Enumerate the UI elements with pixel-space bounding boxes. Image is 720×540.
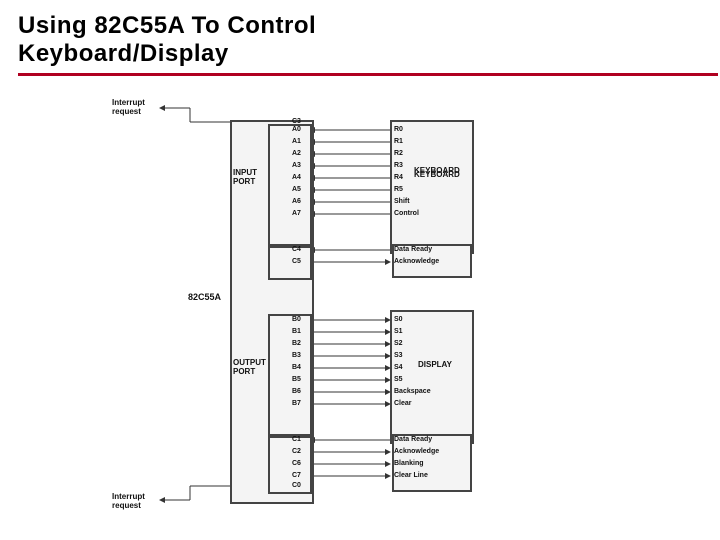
kb-hs-0: Data Ready bbox=[394, 246, 432, 253]
chip-portA-section bbox=[268, 124, 312, 246]
pin-B5: B5 bbox=[292, 376, 301, 383]
kb-pin-2: R2 bbox=[394, 150, 403, 157]
pin-C5: C5 bbox=[292, 258, 301, 265]
title-rule bbox=[18, 73, 718, 76]
block-diagram: 82C55AINPUTPORTOUTPUTPORTKEYBOARDKEYBOAR… bbox=[150, 100, 610, 520]
pin-B0: B0 bbox=[292, 316, 301, 323]
pin-C6: C6 bbox=[292, 460, 301, 467]
pin-A7: A7 bbox=[292, 210, 301, 217]
dp-pin-3: S3 bbox=[394, 352, 403, 359]
kb-pin-5: R5 bbox=[394, 186, 403, 193]
pin-B1: B1 bbox=[292, 328, 301, 335]
pin-C7: C7 bbox=[292, 472, 301, 479]
output-port-label: OUTPUTPORT bbox=[233, 358, 266, 376]
kb-pin-4: R4 bbox=[394, 174, 403, 181]
page-title: Using 82C55A To Control Keyboard/Display bbox=[18, 12, 702, 67]
interrupt-bot-label: Interruptrequest bbox=[112, 492, 145, 510]
pin-A2: A2 bbox=[292, 150, 301, 157]
pin-C2: C2 bbox=[292, 448, 301, 455]
pin-B6: B6 bbox=[292, 388, 301, 395]
pin-C3: C3 bbox=[292, 118, 301, 125]
pin-A5: A5 bbox=[292, 186, 301, 193]
pin-B7: B7 bbox=[292, 400, 301, 407]
chip-portA-hs-section bbox=[268, 246, 312, 280]
pin-C1: C1 bbox=[292, 436, 301, 443]
chip-portB-section bbox=[268, 314, 312, 436]
dp-pin-6: Backspace bbox=[394, 388, 431, 395]
pin-C0: C0 bbox=[292, 482, 301, 489]
kb-pin-0: R0 bbox=[394, 126, 403, 133]
dp-pin-7: Clear bbox=[394, 400, 412, 407]
chip-portB-hs-section bbox=[268, 436, 312, 494]
pin-C4: C4 bbox=[292, 246, 301, 253]
dp-hs-2: Blanking bbox=[394, 460, 424, 467]
pin-A4: A4 bbox=[292, 174, 301, 181]
input-port-label: INPUTPORT bbox=[233, 168, 257, 186]
pin-B2: B2 bbox=[292, 340, 301, 347]
pin-A3: A3 bbox=[292, 162, 301, 169]
kb-hs-1: Acknowledge bbox=[394, 258, 439, 265]
pin-A1: A1 bbox=[292, 138, 301, 145]
kb-pin-1: R1 bbox=[394, 138, 403, 145]
title-line-1: Using 82C55A To Control bbox=[18, 12, 316, 39]
title-block: Using 82C55A To Control Keyboard/Display bbox=[0, 0, 720, 80]
dp-pin-4: S4 bbox=[394, 364, 403, 371]
pin-A6: A6 bbox=[292, 198, 301, 205]
pin-B4: B4 bbox=[292, 364, 301, 371]
dp-pin-2: S2 bbox=[394, 340, 403, 347]
display-text: DISPLAY bbox=[418, 360, 452, 369]
dp-pin-5: S5 bbox=[394, 376, 403, 383]
kb-pin-3: R3 bbox=[394, 162, 403, 169]
kb-pin-7: Control bbox=[394, 210, 419, 217]
kb-pin-6: Shift bbox=[394, 198, 410, 205]
dp-hs-3: Clear Line bbox=[394, 472, 428, 479]
interrupt-top-label: Interruptrequest bbox=[112, 98, 145, 116]
chip-label: 82C55A bbox=[188, 292, 221, 302]
dp-hs-1: Acknowledge bbox=[394, 448, 439, 455]
title-line-2: Keyboard/Display bbox=[18, 40, 229, 67]
keyboard-text: KEYBOARD bbox=[414, 166, 460, 175]
dp-pin-0: S0 bbox=[394, 316, 403, 323]
dp-hs-0: Data Ready bbox=[394, 436, 432, 443]
dp-pin-1: S1 bbox=[394, 328, 403, 335]
wires bbox=[150, 100, 610, 520]
pin-B3: B3 bbox=[292, 352, 301, 359]
pin-A0: A0 bbox=[292, 126, 301, 133]
